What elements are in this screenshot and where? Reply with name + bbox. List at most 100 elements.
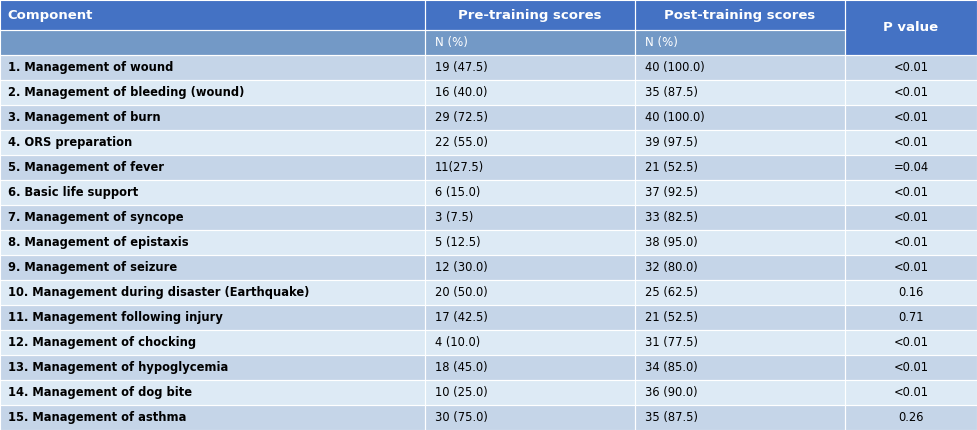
Text: P value: P value: [883, 21, 939, 34]
Text: 6. Basic life support: 6. Basic life support: [8, 186, 138, 199]
Bar: [635, 155, 845, 180]
Text: 20 (50.0): 20 (50.0): [435, 286, 488, 299]
Text: 6 (15.0): 6 (15.0): [435, 186, 480, 199]
Bar: [425, 130, 635, 155]
Bar: [845, 180, 977, 205]
Bar: [425, 80, 635, 105]
Bar: [0, 155, 425, 180]
Text: Pre-training scores: Pre-training scores: [458, 9, 602, 22]
Text: <0.01: <0.01: [894, 261, 928, 274]
Text: 16 (40.0): 16 (40.0): [435, 86, 488, 99]
Bar: [845, 355, 977, 380]
Text: 9. Management of seizure: 9. Management of seizure: [8, 261, 177, 274]
Bar: [0, 0, 425, 30]
Text: 29 (72.5): 29 (72.5): [435, 111, 488, 124]
Text: 17 (42.5): 17 (42.5): [435, 311, 488, 324]
Bar: [845, 405, 977, 430]
Text: 15. Management of asthma: 15. Management of asthma: [8, 411, 187, 424]
Bar: [425, 105, 635, 130]
Bar: [425, 55, 635, 80]
Bar: [845, 105, 977, 130]
Bar: [845, 0, 977, 55]
Text: Post-training scores: Post-training scores: [664, 9, 816, 22]
Bar: [635, 305, 845, 330]
Bar: [0, 205, 425, 230]
Bar: [845, 205, 977, 230]
Text: 38 (95.0): 38 (95.0): [645, 236, 698, 249]
Text: 22 (55.0): 22 (55.0): [435, 136, 488, 149]
Text: 40 (100.0): 40 (100.0): [645, 111, 704, 124]
Bar: [845, 55, 977, 80]
Bar: [0, 55, 425, 80]
Text: <0.01: <0.01: [894, 386, 928, 399]
Bar: [845, 255, 977, 280]
Text: 10 (25.0): 10 (25.0): [435, 386, 488, 399]
Bar: [635, 30, 845, 55]
Text: <0.01: <0.01: [894, 111, 928, 124]
Text: 31 (77.5): 31 (77.5): [645, 336, 698, 349]
Text: 10. Management during disaster (Earthquake): 10. Management during disaster (Earthqua…: [8, 286, 309, 299]
Bar: [0, 405, 425, 430]
Bar: [0, 380, 425, 405]
Bar: [425, 380, 635, 405]
Text: 12. Management of chocking: 12. Management of chocking: [8, 336, 196, 349]
Bar: [0, 130, 425, 155]
Bar: [425, 230, 635, 255]
Text: <0.01: <0.01: [894, 136, 928, 149]
Bar: [845, 155, 977, 180]
Bar: [635, 330, 845, 355]
Bar: [845, 380, 977, 405]
Text: 14. Management of dog bite: 14. Management of dog bite: [8, 386, 191, 399]
Text: 4 (10.0): 4 (10.0): [435, 336, 480, 349]
Bar: [635, 380, 845, 405]
Bar: [0, 30, 425, 55]
Bar: [0, 255, 425, 280]
Text: 11. Management following injury: 11. Management following injury: [8, 311, 223, 324]
Text: <0.01: <0.01: [894, 186, 928, 199]
Text: <0.01: <0.01: [894, 86, 928, 99]
Text: 34 (85.0): 34 (85.0): [645, 361, 698, 374]
Bar: [425, 180, 635, 205]
Text: 1. Management of wound: 1. Management of wound: [8, 61, 173, 74]
Text: <0.01: <0.01: [894, 336, 928, 349]
Bar: [425, 355, 635, 380]
Bar: [425, 305, 635, 330]
Bar: [425, 255, 635, 280]
Bar: [635, 205, 845, 230]
Text: 4. ORS preparation: 4. ORS preparation: [8, 136, 132, 149]
Text: <0.01: <0.01: [894, 61, 928, 74]
Text: =0.04: =0.04: [894, 161, 928, 174]
Text: N (%): N (%): [435, 36, 468, 49]
Bar: [425, 155, 635, 180]
Text: <0.01: <0.01: [894, 236, 928, 249]
Bar: [635, 355, 845, 380]
Bar: [0, 305, 425, 330]
Bar: [425, 0, 635, 30]
Text: N (%): N (%): [645, 36, 678, 49]
Text: 7. Management of syncope: 7. Management of syncope: [8, 211, 184, 224]
Bar: [635, 55, 845, 80]
Text: 39 (97.5): 39 (97.5): [645, 136, 698, 149]
Text: 30 (75.0): 30 (75.0): [435, 411, 488, 424]
Bar: [425, 205, 635, 230]
Bar: [845, 80, 977, 105]
Bar: [635, 180, 845, 205]
Text: <0.01: <0.01: [894, 361, 928, 374]
Text: 19 (47.5): 19 (47.5): [435, 61, 488, 74]
Text: 12 (30.0): 12 (30.0): [435, 261, 488, 274]
Bar: [845, 130, 977, 155]
Text: 5. Management of fever: 5. Management of fever: [8, 161, 164, 174]
Text: 32 (80.0): 32 (80.0): [645, 261, 698, 274]
Bar: [0, 280, 425, 305]
Text: 37 (92.5): 37 (92.5): [645, 186, 698, 199]
Bar: [0, 105, 425, 130]
Bar: [425, 330, 635, 355]
Bar: [0, 80, 425, 105]
Bar: [845, 230, 977, 255]
Bar: [635, 255, 845, 280]
Text: 35 (87.5): 35 (87.5): [645, 86, 698, 99]
Text: 5 (12.5): 5 (12.5): [435, 236, 481, 249]
Bar: [425, 30, 635, 55]
Bar: [845, 280, 977, 305]
Bar: [635, 105, 845, 130]
